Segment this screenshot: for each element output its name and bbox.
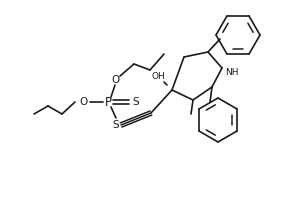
Text: S: S — [113, 120, 119, 130]
Text: O: O — [80, 97, 88, 107]
Text: O: O — [112, 75, 120, 85]
Text: P: P — [105, 95, 112, 108]
Text: S: S — [132, 97, 139, 107]
Text: OH: OH — [151, 72, 165, 81]
Text: NH: NH — [225, 68, 238, 77]
